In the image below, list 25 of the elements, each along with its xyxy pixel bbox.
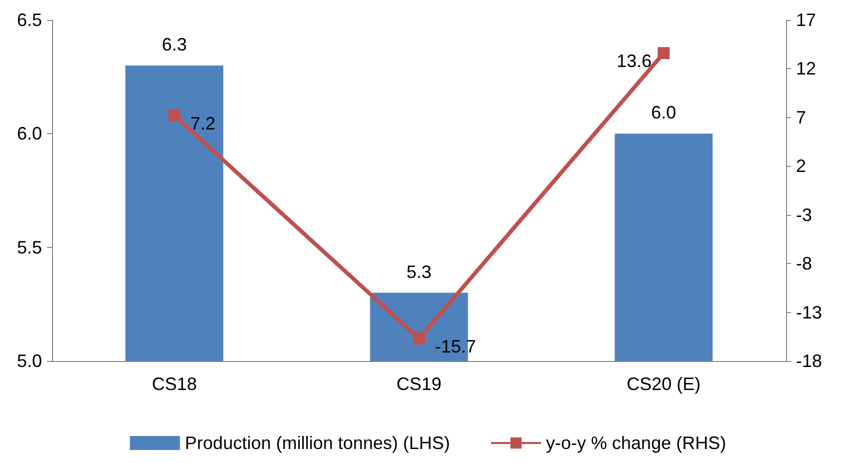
- point: [168, 109, 180, 122]
- point: [658, 47, 670, 60]
- data-label: 5.3: [406, 262, 432, 282]
- y2-tick-label: -18: [796, 351, 822, 371]
- y2-tick-label: -13: [796, 302, 822, 322]
- x-tick-label: CS19: [396, 374, 442, 394]
- data-label: 6.3: [162, 34, 187, 54]
- y2-tick-label: 17: [796, 10, 816, 30]
- y-tick-label: 6.5: [16, 10, 42, 30]
- y2-tick-label: 2: [796, 156, 806, 176]
- legend-label: y-o-y % change (RHS): [546, 433, 726, 453]
- y2-tick-label: 7: [796, 107, 806, 128]
- y-tick-label: 5.0: [16, 351, 42, 371]
- y-tick-label: 5.5: [16, 237, 42, 258]
- point: [413, 332, 425, 345]
- x-tick-label: CS18: [152, 374, 197, 394]
- y2-tick-label: -3: [796, 204, 812, 225]
- x-tick-label: CS20 (E): [626, 374, 701, 394]
- data-label: 6.0: [651, 102, 676, 123]
- y2-tick-label: -8: [796, 254, 812, 274]
- data-label: 13.6: [616, 51, 652, 72]
- legend-label: Production (million tonnes) (LHS): [184, 433, 450, 453]
- y-tick-label: 6.0: [16, 124, 42, 144]
- y2-tick-label: 12: [796, 58, 816, 79]
- data-label: 7.2: [190, 113, 216, 134]
